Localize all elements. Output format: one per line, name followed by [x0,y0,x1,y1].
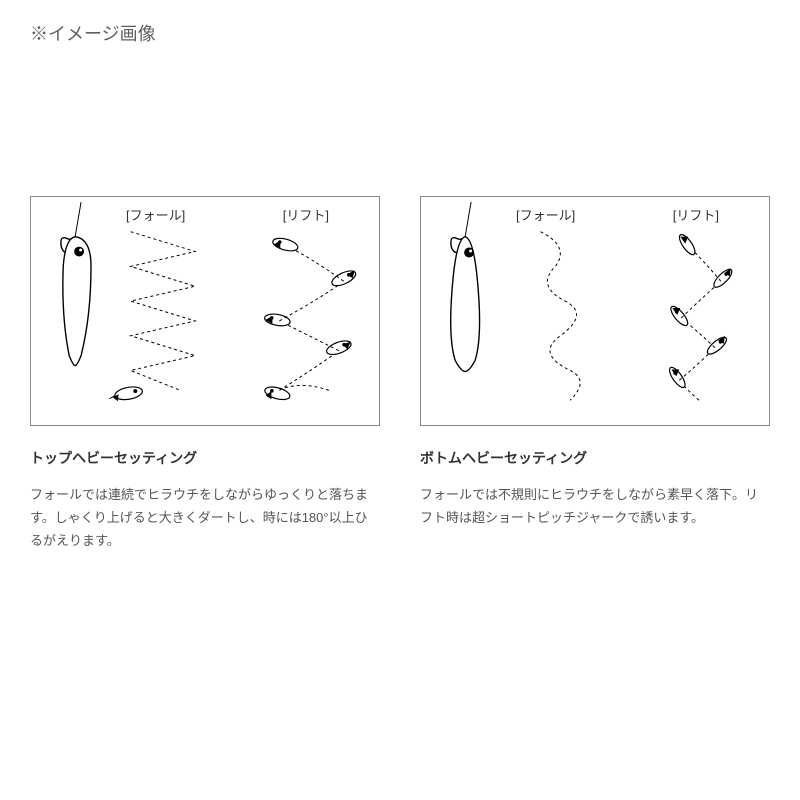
panel-desc-left: フォールでは連続でヒラウチをしながらゆっくりと落ちます。しゃくり上げると大きくダ… [30,484,380,552]
panel-desc-right: フォールでは不規則にヒラウチをしながら素早く落下。リフト時は超ショートピッチジャ… [420,484,770,530]
diagram-svg-right [421,197,769,425]
diagram-svg-left [31,197,379,425]
content-row: [フォール] [リフト] [30,196,770,552]
panel-title-right: ボトムヘビーセッティング [420,448,770,468]
panel-bottom-heavy: [フォール] [リフト] [420,196,770,552]
header-note: ※イメージ画像 [30,20,770,46]
diagram-box-right: [フォール] [リフト] [420,196,770,426]
panel-title-left: トップヘビーセッティング [30,448,380,468]
diagram-box-left: [フォール] [リフト] [30,196,380,426]
panel-top-heavy: [フォール] [リフト] [30,196,380,552]
